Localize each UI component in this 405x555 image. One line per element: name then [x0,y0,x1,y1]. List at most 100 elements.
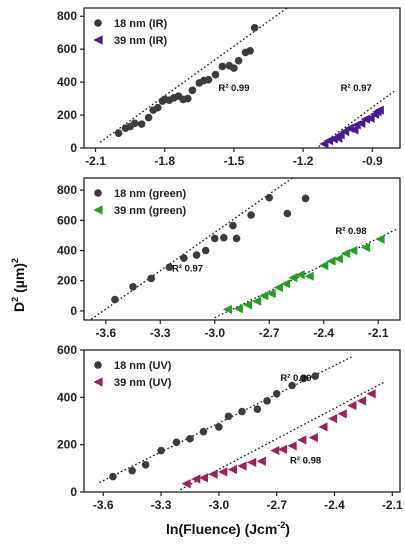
data-point-18nm [128,466,136,475]
data-point-18nm [234,56,243,65]
legend-marker [94,189,102,197]
y-tick-label: 800 [57,9,77,23]
data-point-39nm [208,469,218,479]
data-point-18nm [238,407,246,416]
y-tick-label: 800 [57,183,77,197]
data-point-39nm [198,473,209,483]
data-point-39nm [233,304,243,314]
data-point-18nm [154,103,162,112]
data-point-18nm [224,412,233,421]
data-point-39nm [347,401,357,411]
fit-line [180,381,385,491]
y-axis-title: D2 (µm)2 [10,258,27,312]
data-point-39nm [366,389,376,399]
y-tick-label: 0 [70,485,77,499]
data-point-39nm [365,113,375,123]
data-point-39nm [328,134,338,144]
y-tick-label: 600 [57,42,77,56]
data-point-18nm [109,472,117,481]
data-point-39nm [349,125,359,135]
panel-IR: -2.1 -1.8 -1.5 -1.2 -0.9 0 200 400 600 800 R² 0.99… [57,7,401,168]
r-squared-label: R² 0.97 [341,83,372,94]
r-squared-label: R² 0.98 [290,456,321,467]
plot-area-IR [99,8,396,148]
data-point-39nm [374,105,384,115]
data-point-39nm [356,396,367,406]
data-point-18nm [188,86,197,95]
data-point-18nm [137,120,146,128]
data-point-39nm [340,248,351,259]
data-point-18nm [311,372,320,380]
y-axis-title-unit: (µm) [11,263,27,297]
data-point-39nm [227,464,237,475]
data-point-39nm [242,300,253,310]
x-axis-title-sup: -2 [277,520,285,530]
legend-marker [93,205,103,215]
data-point-18nm [265,193,274,202]
data-point-18nm [301,194,310,203]
y-axis-title-base: D [11,302,27,312]
x-tick-label: -1.5 [224,154,245,168]
r-squared-label: R² 0.99 [218,83,249,94]
data-point-18nm [180,254,188,262]
data-point-18nm [111,295,119,304]
data-point-39nm [247,457,257,468]
data-point-39nm [259,291,269,301]
data-point-39nm [251,296,262,306]
data-point-18nm [204,75,213,84]
data-point-39nm [218,467,228,477]
data-point-39nm [297,435,307,445]
data-point-18nm [246,47,254,55]
y-axis-title-sup: 2 [10,297,20,302]
x-tick-label: -3.6 [95,326,116,340]
data-point-18nm [215,423,223,431]
data-point-18nm [129,282,137,291]
r-squared-label: R² 0.98 [335,226,366,237]
legend-label: 18 nm (IR) [114,18,168,30]
y-tick-label: 0 [70,304,77,318]
legend-label: 39 nm (UV) [114,377,172,389]
data-point-18nm [172,438,181,447]
data-point-18nm [220,233,228,242]
x-tick-label: -3.3 [151,498,172,512]
x-tick-label: -3.0 [204,326,225,340]
data-point-39nm [181,479,191,489]
data-point-18nm [165,263,174,271]
data-point-39nm [348,245,358,256]
data-point-39nm [337,409,347,419]
data-point-39nm [356,118,366,128]
data-point-18nm [199,427,208,436]
data-point-18nm [201,246,210,255]
x-tick-label: -2.1 [382,498,403,512]
data-point-39nm [295,270,305,280]
data-point-39nm [288,273,298,283]
y-tick-label: 400 [57,244,77,258]
x-tick-label: -1.8 [154,154,175,168]
data-point-39nm [270,445,280,456]
data-point-39nm [327,414,338,424]
data-point-18nm [211,70,220,79]
panel-frame [83,349,401,493]
x-axis-title-close: ) [285,521,290,537]
data-point-39nm [333,254,343,264]
data-point-18nm [272,389,281,398]
x-tick-label: -1.2 [293,154,314,168]
panel-frame [83,177,401,321]
y-axis-title-unit-sup: 2 [10,258,20,263]
legend-marker [93,377,103,387]
data-point-18nm [229,221,237,230]
data-point-39nm [360,114,371,124]
x-axis-title: ln(Fluence) (Jcm-2) [166,520,290,537]
data-point-18nm [283,209,292,218]
data-point-18nm [263,397,271,405]
x-tick-label: -2.4 [324,498,345,512]
data-point-18nm [250,23,259,32]
data-point-18nm [218,62,227,71]
data-point-18nm [299,374,308,383]
x-tick-label: -3.3 [150,326,171,340]
data-point-39nm [318,422,328,432]
legend-label: 39 nm (IR) [114,35,168,47]
fit-line [99,8,289,143]
